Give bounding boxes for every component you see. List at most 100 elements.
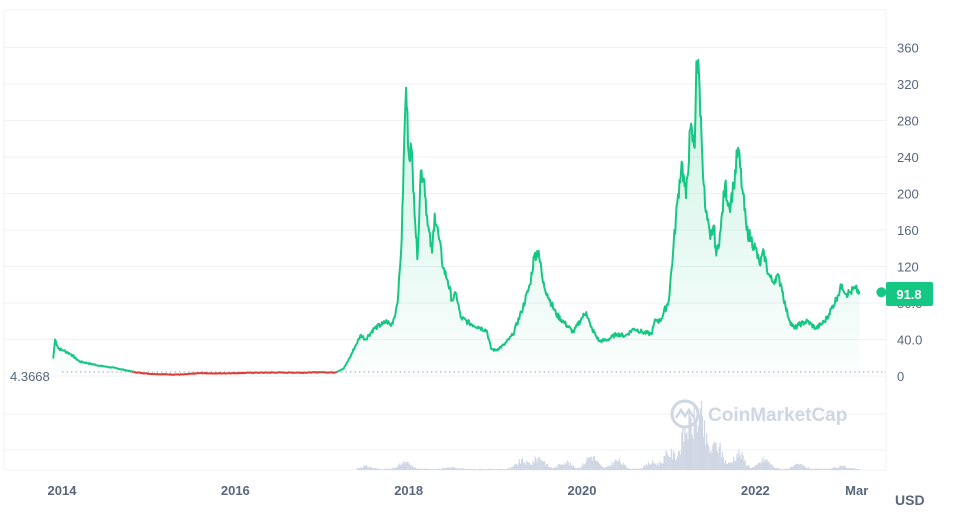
volume-bar	[424, 468, 426, 470]
price-line	[52, 58, 861, 376]
watermark: CoinMarketCap	[670, 399, 847, 429]
volume-bar	[692, 438, 694, 470]
volume-bar	[519, 463, 522, 470]
volume-bar	[843, 465, 845, 470]
volume-bar	[385, 469, 387, 470]
volume-bar	[425, 468, 427, 470]
price-line-down-segment	[133, 370, 323, 376]
volume-bar	[653, 463, 655, 470]
volume-bar	[465, 468, 468, 470]
volume-bar	[688, 410, 690, 470]
volume-bar	[521, 459, 523, 470]
volume-bar	[759, 462, 761, 470]
volume-bar	[714, 443, 716, 470]
volume-bar	[709, 452, 711, 470]
volume-bar	[562, 464, 564, 470]
volume-bar	[495, 469, 497, 470]
x-tick-label: 2016	[221, 483, 250, 498]
volume-bar	[655, 463, 657, 470]
volume-bar	[522, 458, 524, 470]
volume-bar	[705, 444, 707, 470]
volume-bar	[664, 456, 666, 470]
volume-bar	[814, 468, 816, 470]
volume-bar	[485, 469, 487, 470]
volume-bar	[473, 469, 475, 470]
volume-bar	[443, 468, 445, 470]
volume-bar	[721, 451, 723, 470]
volume-bar	[472, 469, 474, 470]
volume-bar	[838, 468, 840, 470]
volume-bar	[665, 450, 667, 470]
volume-bar	[435, 469, 437, 470]
volume-bar	[457, 468, 459, 470]
volume-bar	[361, 468, 364, 470]
volume-bar	[708, 446, 710, 470]
volume-bar	[401, 464, 403, 470]
volume-bar	[616, 461, 618, 470]
volume-bar	[756, 464, 758, 470]
volume-bar	[492, 469, 495, 470]
volume-bar	[711, 452, 713, 470]
volume-bar	[805, 467, 808, 470]
volume-bar	[577, 468, 579, 470]
volume-bar	[765, 460, 767, 470]
volume-bar	[757, 464, 759, 470]
volume-bar	[699, 408, 702, 470]
volume-bar	[667, 455, 669, 470]
y-tick-label: 200	[897, 187, 919, 202]
volume-bar	[717, 453, 719, 470]
volume-bar	[604, 467, 606, 470]
volume-bar	[499, 468, 501, 470]
volume-bar	[742, 455, 744, 470]
volume-bar	[830, 468, 833, 470]
volume-bar	[798, 464, 800, 470]
volume-bar	[821, 468, 823, 470]
volume-bar	[635, 469, 637, 470]
volume-bar	[609, 465, 611, 470]
volume-bar	[554, 467, 556, 470]
volume-bar	[638, 469, 640, 470]
volume-bar	[697, 425, 699, 470]
price-area	[53, 59, 860, 373]
volume-bar	[529, 463, 531, 470]
volume-bar	[418, 468, 420, 470]
volume-bar	[828, 468, 830, 470]
volume-bar	[829, 468, 832, 470]
volume-bar	[732, 463, 734, 470]
volume-bar	[518, 459, 521, 470]
volume-bar	[395, 468, 397, 470]
volume-bar	[428, 469, 430, 470]
volume-bar	[746, 465, 748, 470]
volume-bar	[394, 467, 396, 470]
volume-bar	[369, 467, 371, 470]
volume-bar	[467, 469, 470, 470]
volume-bar	[455, 468, 457, 470]
volume-bar	[831, 468, 834, 470]
volume-bar	[725, 463, 728, 470]
volume-bar	[816, 468, 818, 470]
volume-bar	[525, 464, 527, 470]
volume-bar	[559, 464, 561, 470]
y-tick-label: 360	[897, 41, 919, 56]
volume-bar	[675, 459, 678, 470]
volume-bar	[824, 468, 826, 470]
volume-bar	[791, 466, 793, 470]
volume-bar	[367, 467, 369, 470]
volume-bar	[773, 467, 775, 470]
volume-bar	[851, 468, 853, 470]
volume-bar	[399, 463, 401, 470]
volume-bar	[505, 469, 507, 470]
volume-bar	[774, 467, 776, 470]
volume-bar	[663, 455, 665, 470]
price-area-fill	[53, 59, 860, 373]
volume-bar	[396, 467, 398, 470]
y-tick-label: 40.0	[897, 333, 922, 348]
volume-bar	[568, 465, 570, 470]
volume-bar	[837, 467, 839, 470]
volume-bar	[726, 464, 729, 470]
volume-bar	[636, 468, 638, 470]
volume-bar	[841, 465, 843, 470]
volume-bar	[764, 459, 766, 470]
volume-bar	[372, 467, 374, 470]
y-axis-ticks: 36032028024020016012080.040.00	[897, 41, 922, 385]
